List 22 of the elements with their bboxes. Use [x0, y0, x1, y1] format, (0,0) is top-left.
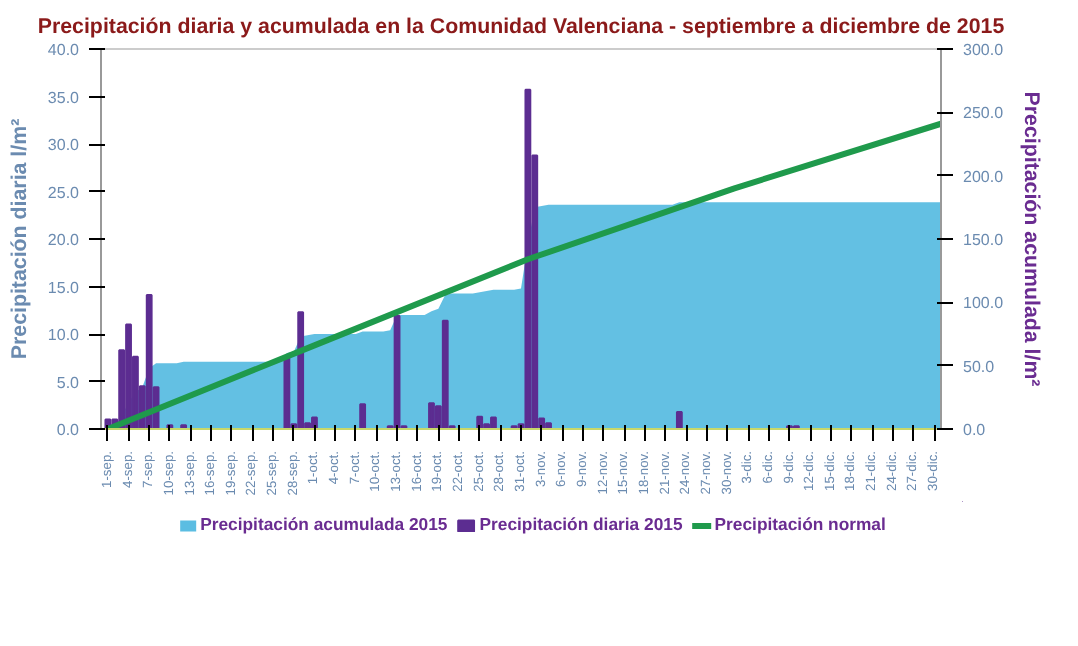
y-tick-label: 35.0	[47, 88, 81, 107]
y2-tick-label: 300.0	[963, 41, 1005, 59]
y-tick-label: 15.0	[47, 278, 81, 297]
legend-label: Precipitación normal	[714, 514, 886, 534]
y-axis-title: Precipitación diaria l/m²	[7, 117, 32, 360]
legend-label: Precipitación diaria 2015	[479, 514, 683, 534]
y-tick-label: 30.0	[47, 136, 81, 154]
y-tick-label: 40.0	[47, 41, 81, 59]
legend-label: Precipitación acumulada 2015	[200, 514, 448, 534]
y2-tick-label: 200.0	[963, 167, 1005, 186]
y-tick-label: 5.0	[56, 373, 81, 392]
y-tick-label: 0.0	[56, 421, 81, 439]
y-tick-label: 25.0	[47, 183, 81, 202]
y2-tick-label: 250.0	[963, 104, 1005, 123]
chart-title: Precipitación diaria y acumulada en la Comunidad Valenciana - septiembre a diciembre de 2015	[37, 15, 1005, 39]
y2-tick-label: 0.0	[963, 421, 987, 439]
y-tick-label: 10.0	[47, 326, 81, 344]
y2-axis-title: Precipitación acumulada l/m²	[1019, 91, 1044, 388]
y-tick-label: 20.0	[47, 231, 81, 249]
y2-tick-label: 50.0	[963, 357, 996, 376]
y2-tick-label: 150.0	[963, 231, 1005, 249]
y2-tick-label: 100.0	[963, 294, 1005, 313]
